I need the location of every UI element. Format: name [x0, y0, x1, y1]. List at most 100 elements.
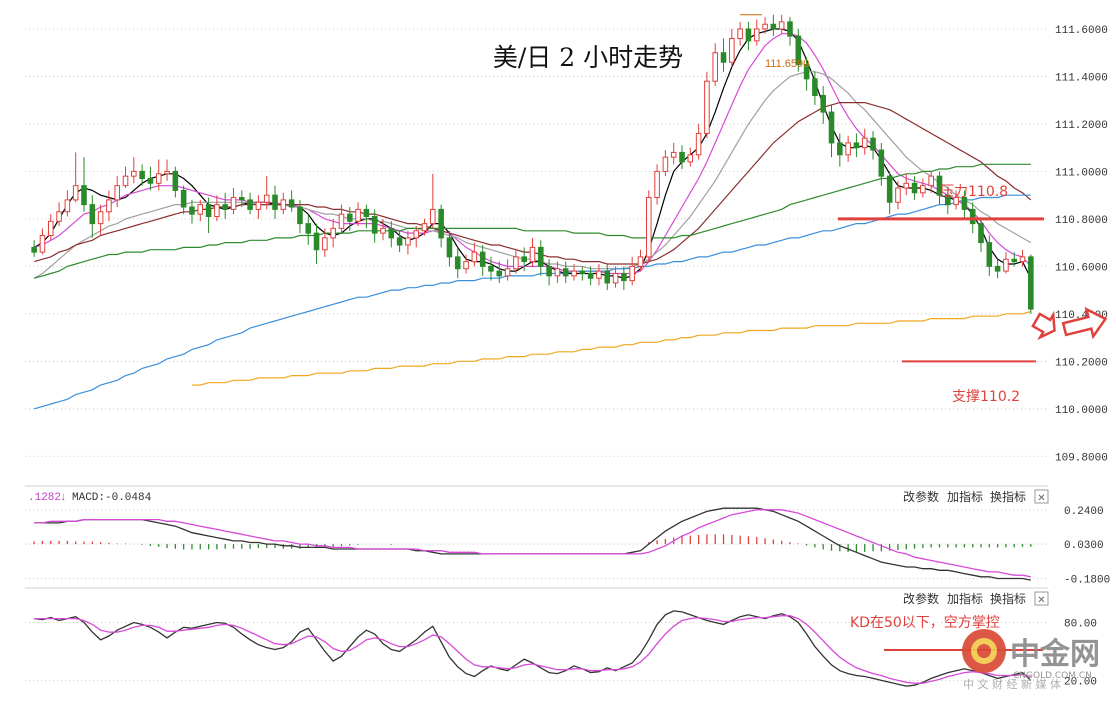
candle [695, 123, 702, 160]
candle [787, 17, 793, 46]
candle [571, 263, 577, 281]
y-tick-label: 111.2000 [1055, 120, 1108, 132]
macd-lines [34, 507, 1031, 581]
candle [454, 247, 461, 279]
candle [753, 19, 760, 46]
candle [346, 207, 353, 231]
candle [446, 230, 453, 267]
candle [421, 218, 428, 236]
candle [305, 214, 312, 245]
candle [704, 71, 710, 139]
y-tick-label: 0.2400 [1064, 506, 1104, 518]
candle [795, 28, 802, 72]
price-axis-labels: 111.6000 111.4000 111.2000 111.0000 110.8000… [1055, 25, 1108, 464]
close-icon: ✕ [1037, 595, 1045, 606]
candle [562, 261, 569, 283]
candle [363, 204, 370, 229]
candle [255, 195, 262, 219]
candle [471, 242, 478, 267]
candle [895, 180, 901, 210]
candle [322, 228, 328, 257]
candle [745, 21, 752, 51]
candle [687, 147, 694, 167]
kd-axis-labels: 80.00 20.00 [1064, 618, 1097, 688]
candle [106, 190, 112, 222]
candle [214, 195, 220, 222]
down-arrow-icon [1031, 310, 1056, 341]
candle [197, 199, 204, 222]
macd-close-button[interactable]: ✕ [1034, 489, 1049, 504]
candle [438, 204, 444, 248]
candle [953, 190, 959, 210]
candle [263, 176, 270, 210]
candle [72, 152, 79, 203]
candle [122, 166, 129, 189]
candle [272, 185, 278, 219]
right-arrow-icon [1061, 306, 1108, 340]
candle [861, 128, 868, 155]
candle [629, 256, 635, 286]
y-tick-label: 110.0000 [1055, 405, 1108, 417]
candle [803, 57, 810, 91]
kd-add-indicator-button[interactable]: 加指标 [947, 591, 983, 606]
candle [56, 202, 62, 227]
macd-params-button[interactable]: 改参数 [903, 489, 939, 504]
kd-lines [34, 610, 1032, 687]
candle [47, 214, 54, 241]
support-resistance-lines [740, 14, 1044, 363]
candlestick-series [31, 14, 1034, 314]
candle [388, 221, 395, 248]
kd-switch-indicator-button[interactable]: 换指标 [990, 591, 1026, 606]
candle [504, 259, 511, 281]
candle [39, 228, 46, 255]
candle [837, 133, 843, 167]
candle [928, 171, 934, 193]
candle [679, 145, 685, 170]
macd-header-label: MACD:-0.0484 [72, 492, 152, 504]
kd-line [34, 615, 1031, 684]
watermark-logo: 中金网 CNGOLD.COM.CN 中 文 财 经 新 媒 体 [962, 629, 1100, 691]
down-arrow-icon: ↓ [60, 492, 67, 504]
y-tick-label: -0.1800 [1064, 574, 1110, 586]
candle [496, 261, 503, 283]
candle [172, 166, 179, 198]
candle [778, 14, 785, 34]
y-tick-label: 111.0000 [1055, 167, 1108, 179]
candle [994, 259, 1001, 279]
y-tick-label: 111.6000 [1055, 25, 1108, 37]
candle [596, 263, 602, 286]
candle [878, 142, 885, 186]
kd-grid [25, 621, 1048, 681]
candle [587, 266, 594, 286]
macd-axis-labels: 0.2400 0.0300 -0.1800 [1064, 506, 1110, 587]
candle [961, 190, 968, 219]
candle [488, 256, 494, 281]
candle [205, 197, 212, 234]
macd-add-indicator-button[interactable]: 加指标 [947, 489, 983, 504]
main-price-grid [25, 28, 1048, 457]
candle [380, 218, 386, 241]
candle [1011, 252, 1018, 267]
kd-close-button[interactable]: ✕ [1034, 591, 1049, 606]
candle [513, 249, 519, 274]
ma-line [34, 194, 1031, 410]
y-tick-label: 109.8000 [1055, 452, 1108, 464]
candle [920, 178, 926, 198]
candle [463, 254, 469, 274]
resistance-annotation: 压力110.8 [940, 184, 1008, 200]
macd-switch-indicator-button[interactable]: 换指标 [990, 489, 1026, 504]
chart-title: 美/日 2 小时走势 [493, 43, 683, 72]
candle [155, 159, 162, 191]
candle [355, 202, 361, 227]
candle [31, 240, 37, 257]
macd-grid [25, 509, 1048, 579]
y-tick-label: 20.00 [1064, 676, 1097, 688]
candle [114, 176, 120, 208]
y-tick-label: 110.6000 [1055, 262, 1108, 274]
candle [662, 150, 669, 177]
candle [297, 199, 303, 234]
candle [845, 135, 851, 162]
candle [164, 159, 170, 181]
candle [579, 266, 586, 281]
kd-params-button[interactable]: 改参数 [903, 591, 939, 606]
